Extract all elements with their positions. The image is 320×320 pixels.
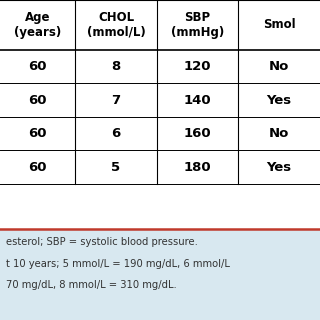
- Text: 60: 60: [28, 127, 47, 140]
- Text: Smol: Smol: [263, 18, 295, 31]
- Text: No: No: [269, 60, 289, 73]
- Text: 7: 7: [111, 93, 121, 107]
- Text: 140: 140: [184, 93, 212, 107]
- Text: Yes: Yes: [267, 93, 292, 107]
- Text: 60: 60: [28, 161, 47, 174]
- Text: t 10 years; 5 mmol/L = 190 mg/dL, 6 mmol/L: t 10 years; 5 mmol/L = 190 mg/dL, 6 mmol…: [6, 259, 230, 268]
- Text: 70 mg/dL, 8 mmol/L = 310 mg/dL.: 70 mg/dL, 8 mmol/L = 310 mg/dL.: [6, 280, 177, 290]
- Text: Age
(years): Age (years): [14, 11, 61, 39]
- Text: 6: 6: [111, 127, 121, 140]
- Bar: [0, 224, 320, 320]
- Text: 8: 8: [111, 60, 121, 73]
- Text: 5: 5: [111, 161, 121, 174]
- Bar: [0, 0, 320, 184]
- Text: No: No: [269, 127, 289, 140]
- Text: SBP
(mmHg): SBP (mmHg): [171, 11, 224, 39]
- Text: 160: 160: [184, 127, 212, 140]
- Text: esterol; SBP = systolic blood pressure.: esterol; SBP = systolic blood pressure.: [6, 237, 198, 247]
- Text: 60: 60: [28, 93, 47, 107]
- Bar: [0, 224, 320, 229]
- Text: 120: 120: [184, 60, 211, 73]
- Text: CHOL
(mmol/L): CHOL (mmol/L): [87, 11, 145, 39]
- Text: 60: 60: [28, 60, 47, 73]
- Text: Yes: Yes: [267, 161, 292, 174]
- Text: 180: 180: [184, 161, 212, 174]
